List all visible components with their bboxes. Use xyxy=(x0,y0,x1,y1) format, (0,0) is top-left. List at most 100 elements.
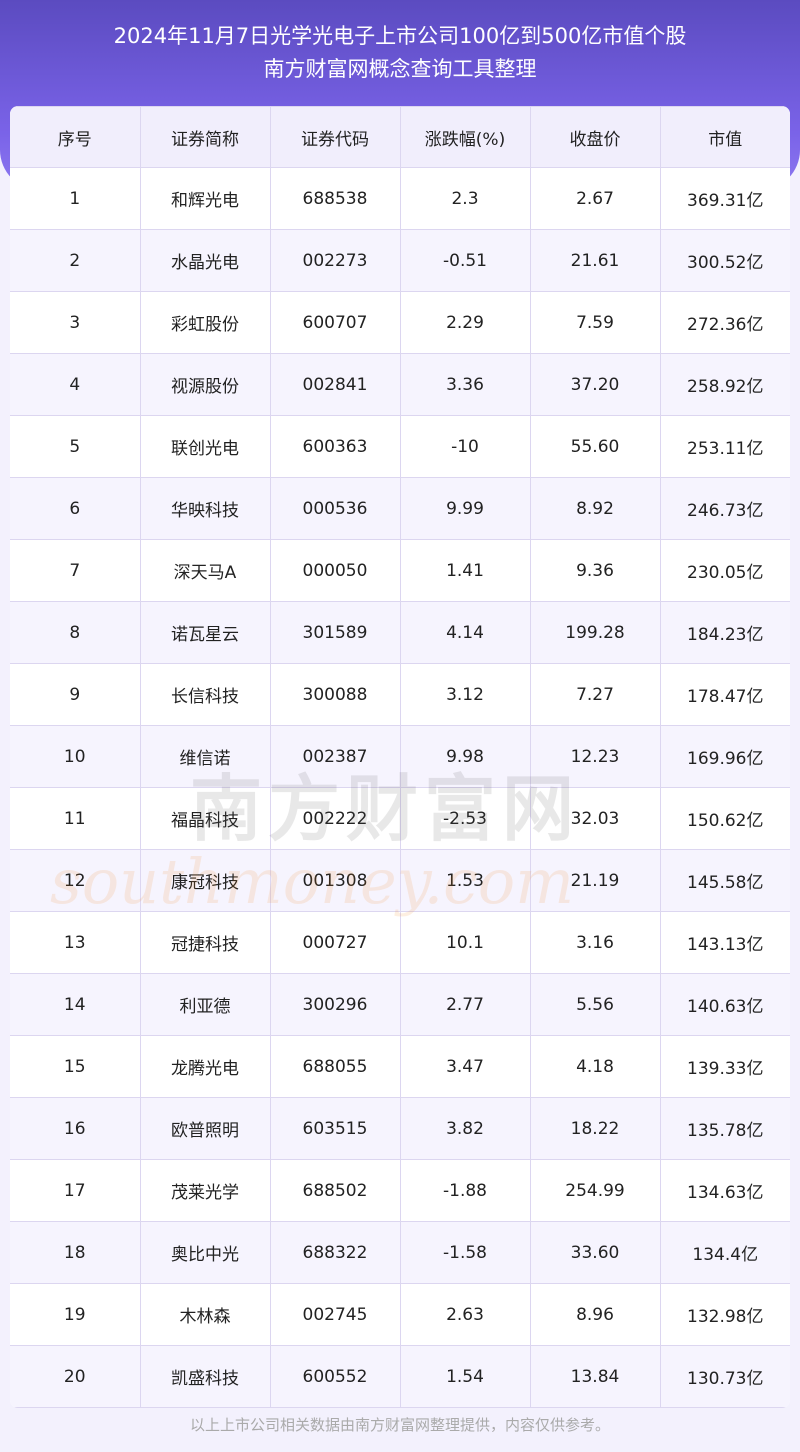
table-row: 16 欧普照明 603515 3.82 18.22 135.78亿 xyxy=(10,1097,790,1160)
table-row: 1 和辉光电 688538 2.3 2.67 369.31亿 xyxy=(10,167,790,230)
column-header: 证券简称 xyxy=(139,106,271,168)
table-row: 11 福晶科技 002222 -2.53 32.03 150.62亿 xyxy=(10,787,790,850)
table-cell: 600707 xyxy=(269,291,401,354)
table-cell: 13.84 xyxy=(529,1345,661,1408)
table-cell: 199.28 xyxy=(529,601,661,664)
table-cell: 10 xyxy=(10,725,141,788)
table-header-row: 序号 证券简称 证券代码 涨跌幅(%) 收盘价 市值 xyxy=(10,106,790,168)
table-cell: 13 xyxy=(10,911,141,974)
table-cell: 长信科技 xyxy=(139,663,271,726)
stock-table: 序号 证券简称 证券代码 涨跌幅(%) 收盘价 市值 1 和辉光电 688538 2.3 2.67… xyxy=(10,106,790,1408)
table-cell: 华映科技 xyxy=(139,477,271,540)
table-cell: 8.96 xyxy=(529,1283,661,1346)
table-cell: 688538 xyxy=(269,167,401,230)
table-cell: -10 xyxy=(399,415,531,478)
table-cell: 143.13亿 xyxy=(659,911,790,974)
table-cell: 132.98亿 xyxy=(659,1283,790,1346)
table-cell: 258.92亿 xyxy=(659,353,790,416)
table-cell: 272.36亿 xyxy=(659,291,790,354)
table-row: 13 冠捷科技 000727 10.1 3.16 143.13亿 xyxy=(10,911,790,974)
table-cell: -2.53 xyxy=(399,787,531,850)
table-row: 12 康冠科技 001308 1.53 21.19 145.58亿 xyxy=(10,849,790,912)
table-cell: 龙腾光电 xyxy=(139,1035,271,1098)
table-cell: 1.53 xyxy=(399,849,531,912)
table-cell: 和辉光电 xyxy=(139,167,271,230)
table-cell: 37.20 xyxy=(529,353,661,416)
table-cell: 246.73亿 xyxy=(659,477,790,540)
column-header: 市值 xyxy=(659,106,790,168)
table-cell: 140.63亿 xyxy=(659,973,790,1036)
table-cell: 水晶光电 xyxy=(139,229,271,292)
table-row: 15 龙腾光电 688055 3.47 4.18 139.33亿 xyxy=(10,1035,790,1098)
table-cell: 6 xyxy=(10,477,141,540)
page-title: 2024年11月7日光学光电子上市公司100亿到500亿市值个股 南方财富网概念… xyxy=(0,20,800,86)
table-cell: 利亚德 xyxy=(139,973,271,1036)
table-cell: 木林森 xyxy=(139,1283,271,1346)
table-cell: 253.11亿 xyxy=(659,415,790,478)
stock-table-card: 序号 证券简称 证券代码 涨跌幅(%) 收盘价 市值 1 和辉光电 688538 2.3 2.67… xyxy=(10,106,790,1408)
table-cell: 3.36 xyxy=(399,353,531,416)
table-cell: 603515 xyxy=(269,1097,401,1160)
table-cell: 4.14 xyxy=(399,601,531,664)
table-cell: 5.56 xyxy=(529,973,661,1036)
table-row: 14 利亚德 300296 2.77 5.56 140.63亿 xyxy=(10,973,790,1036)
table-cell: 2.67 xyxy=(529,167,661,230)
title-line-2: 南方财富网概念查询工具整理 xyxy=(263,57,537,81)
table-cell: 维信诺 xyxy=(139,725,271,788)
column-header: 序号 xyxy=(10,106,141,168)
table-cell: 178.47亿 xyxy=(659,663,790,726)
table-cell: 视源股份 xyxy=(139,353,271,416)
table-cell: 10.1 xyxy=(399,911,531,974)
table-cell: 2.63 xyxy=(399,1283,531,1346)
table-cell: 欧普照明 xyxy=(139,1097,271,1160)
column-header: 证券代码 xyxy=(269,106,401,168)
table-row: 2 水晶光电 002273 -0.51 21.61 300.52亿 xyxy=(10,229,790,292)
table-cell: 21.61 xyxy=(529,229,661,292)
table-cell: 300.52亿 xyxy=(659,229,790,292)
table-cell: 002841 xyxy=(269,353,401,416)
table-cell: 2.77 xyxy=(399,973,531,1036)
table-cell: 3.12 xyxy=(399,663,531,726)
table-cell: 7.27 xyxy=(529,663,661,726)
table-cell: 8.92 xyxy=(529,477,661,540)
table-cell: 16 xyxy=(10,1097,141,1160)
table-cell: 8 xyxy=(10,601,141,664)
table-cell: 14 xyxy=(10,973,141,1036)
table-row: 6 华映科技 000536 9.99 8.92 246.73亿 xyxy=(10,477,790,540)
table-cell: 11 xyxy=(10,787,141,850)
table-cell: 688322 xyxy=(269,1221,401,1284)
table-cell: 17 xyxy=(10,1159,141,1222)
table-cell: 000536 xyxy=(269,477,401,540)
table-cell: 000050 xyxy=(269,539,401,602)
table-row: 3 彩虹股份 600707 2.29 7.59 272.36亿 xyxy=(10,291,790,354)
table-cell: 600552 xyxy=(269,1345,401,1408)
table-row: 17 茂莱光学 688502 -1.88 254.99 134.63亿 xyxy=(10,1159,790,1222)
table-cell: 3.82 xyxy=(399,1097,531,1160)
table-cell: 18 xyxy=(10,1221,141,1284)
table-cell: 2.29 xyxy=(399,291,531,354)
table-row: 20 凯盛科技 600552 1.54 13.84 130.73亿 xyxy=(10,1345,790,1408)
table-cell: 3.16 xyxy=(529,911,661,974)
table-cell: 145.58亿 xyxy=(659,849,790,912)
table-cell: 福晶科技 xyxy=(139,787,271,850)
table-cell: 18.22 xyxy=(529,1097,661,1160)
table-cell: 19 xyxy=(10,1283,141,1346)
table-cell: 康冠科技 xyxy=(139,849,271,912)
table-cell: 3.47 xyxy=(399,1035,531,1098)
table-cell: 002745 xyxy=(269,1283,401,1346)
table-row: 9 长信科技 300088 3.12 7.27 178.47亿 xyxy=(10,663,790,726)
table-cell: 4.18 xyxy=(529,1035,661,1098)
table-cell: 茂莱光学 xyxy=(139,1159,271,1222)
table-cell: 150.62亿 xyxy=(659,787,790,850)
table-cell: 联创光电 xyxy=(139,415,271,478)
table-cell: 301589 xyxy=(269,601,401,664)
table-cell: 诺瓦星云 xyxy=(139,601,271,664)
table-cell: 奥比中光 xyxy=(139,1221,271,1284)
table-cell: 5 xyxy=(10,415,141,478)
table-cell: 冠捷科技 xyxy=(139,911,271,974)
table-cell: 000727 xyxy=(269,911,401,974)
table-row: 4 视源股份 002841 3.36 37.20 258.92亿 xyxy=(10,353,790,416)
table-cell: 7 xyxy=(10,539,141,602)
table-cell: 9 xyxy=(10,663,141,726)
table-cell: -1.58 xyxy=(399,1221,531,1284)
